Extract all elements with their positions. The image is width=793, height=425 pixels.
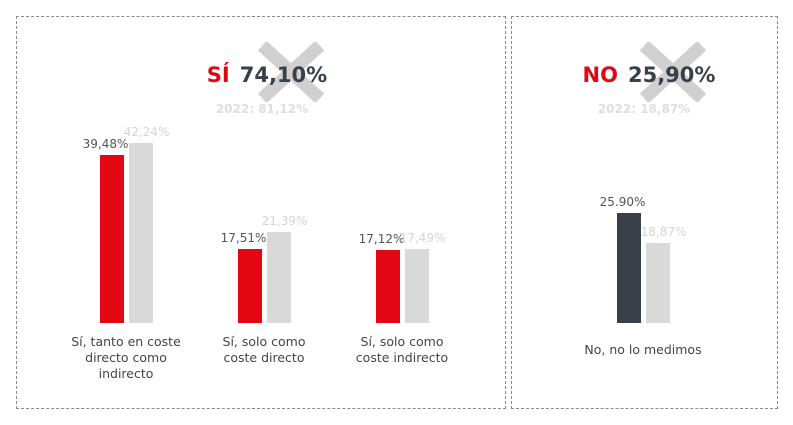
x-icon — [639, 42, 707, 102]
value-label: 18,87% — [640, 224, 687, 239]
bar — [375, 250, 400, 323]
headline: NO 25,90% — [574, 63, 724, 87]
subtitle: 2022: 18,87% — [597, 102, 691, 116]
value-label: 21,39% — [261, 214, 308, 229]
subtitle: 2022: 81,12% — [215, 102, 309, 116]
value-label: 17,51% — [220, 230, 267, 245]
value-label: 39,48% — [82, 137, 129, 152]
x-icon — [257, 42, 325, 102]
headline: SÍ 74,10% — [192, 63, 342, 87]
category-label: Sí, solo como coste directo — [222, 334, 306, 365]
panel — [16, 16, 506, 409]
title: SÍ — [206, 63, 230, 87]
title: NO — [582, 63, 618, 87]
value-label: 17,12% — [358, 232, 405, 247]
panel — [511, 16, 778, 409]
value-label: 42,24% — [123, 125, 170, 140]
value-label: 17,49% — [399, 230, 446, 245]
category-label: No, no lo medimos — [584, 342, 702, 357]
value-label: 25.90% — [599, 194, 646, 209]
bar — [99, 155, 124, 323]
headline-value: 74,10% — [239, 63, 328, 87]
category-label: Sí, tanto en coste directo como indirect… — [71, 334, 181, 381]
bar — [404, 248, 429, 323]
bar — [128, 143, 153, 323]
bar — [237, 248, 262, 323]
headline-value: 25,90% — [627, 63, 716, 87]
bar — [266, 232, 291, 323]
category-label: Sí, solo como coste indirecto — [355, 334, 449, 365]
bar — [645, 242, 670, 323]
bar — [616, 212, 641, 323]
